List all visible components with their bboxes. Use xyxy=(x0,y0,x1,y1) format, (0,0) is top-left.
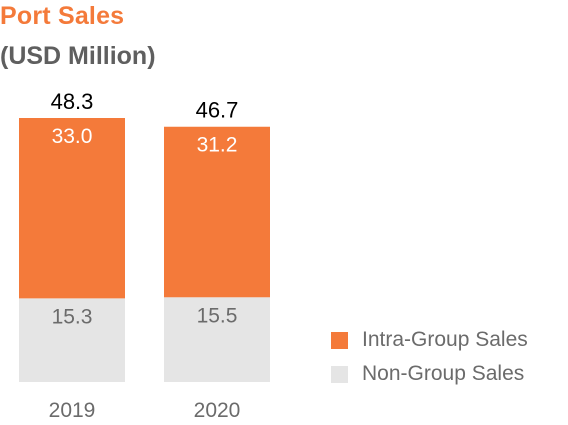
x-tick-label-2019: 2019 xyxy=(49,399,96,422)
data-label-intra-group-2019: 33.0 xyxy=(52,125,93,148)
data-label-intra-group-2020: 31.2 xyxy=(197,134,238,157)
total-label-2019: 48.3 xyxy=(51,89,94,114)
x-tick-label-2020: 2020 xyxy=(194,399,241,422)
bar-intra-group-2019 xyxy=(19,118,125,299)
legend-swatch-non-group xyxy=(331,365,348,383)
legend-label-non-group: Non-Group Sales xyxy=(362,362,525,385)
legend-label-intra-group: Intra-Group Sales xyxy=(362,328,528,351)
legend-swatch-intra-group xyxy=(331,331,348,349)
legend-item-non-group: Non-Group Sales xyxy=(331,357,528,391)
chart-legend: Intra-Group Sales Non-Group Sales xyxy=(331,323,528,391)
legend-item-intra-group: Intra-Group Sales xyxy=(331,323,528,357)
data-label-non-group-2020: 15.5 xyxy=(197,304,238,327)
data-label-non-group-2019: 15.3 xyxy=(52,305,93,328)
total-label-2020: 46.7 xyxy=(196,98,239,123)
bar-intra-group-2020 xyxy=(164,126,270,298)
bar-non-group-2019 xyxy=(19,298,125,382)
chart-title: Port Sales xyxy=(0,2,125,30)
bar-non-group-2020 xyxy=(164,297,270,382)
chart-subtitle: (USD Million) xyxy=(0,42,156,70)
